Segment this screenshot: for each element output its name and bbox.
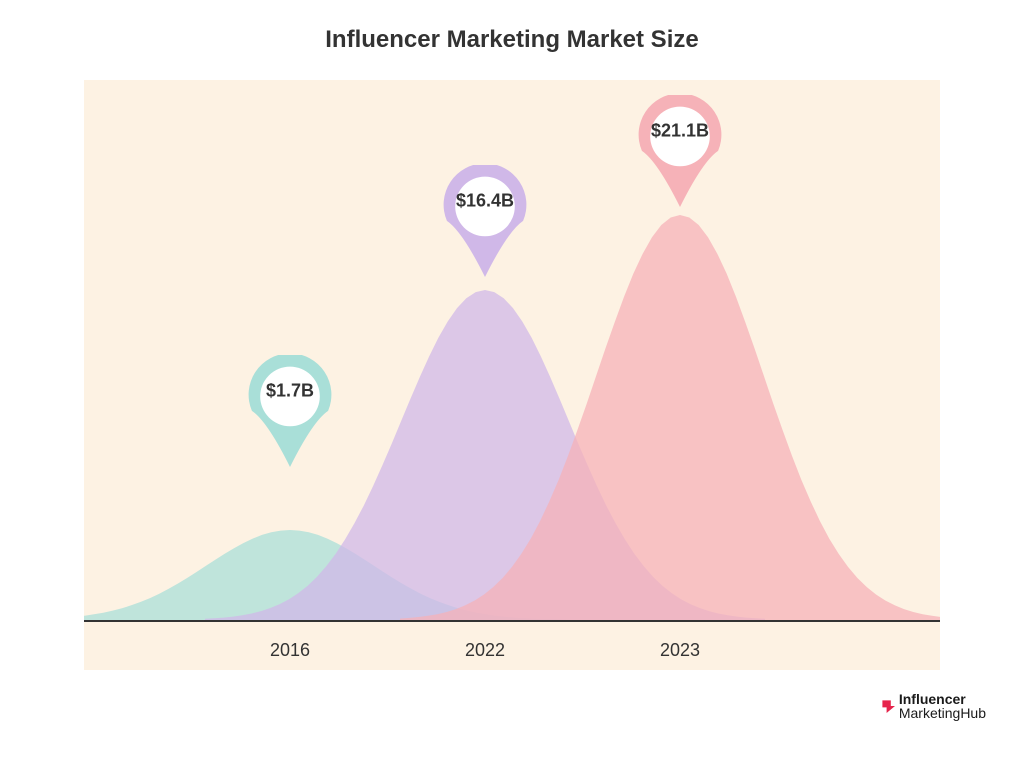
chart-title: Influencer Marketing Market Size: [0, 26, 1024, 54]
value-label-2023: $21.1B: [651, 120, 709, 141]
brand-arrow-icon: [881, 699, 895, 713]
x-axis-line: [84, 620, 940, 622]
value-pin-2016: $1.7B: [244, 355, 336, 467]
value-label-2022: $16.4B: [456, 190, 514, 211]
value-pin-2022: $16.4B: [439, 165, 531, 277]
brand-line2: MarketingHub: [899, 705, 986, 721]
x-axis-label-2022: 2022: [465, 640, 505, 661]
x-axis-label-2023: 2023: [660, 640, 700, 661]
value-label-2016: $1.7B: [266, 380, 314, 401]
x-axis-label-2016: 2016: [270, 640, 310, 661]
brand-logo: Influencer MarketingHub: [881, 692, 986, 721]
value-pin-2023: $21.1B: [634, 95, 726, 207]
brand-line1: Influencer: [899, 691, 966, 707]
brand-text: Influencer MarketingHub: [899, 692, 986, 721]
